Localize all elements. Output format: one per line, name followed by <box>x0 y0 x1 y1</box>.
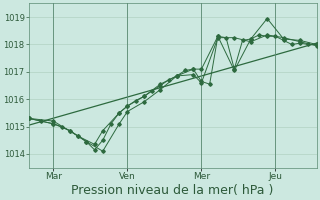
X-axis label: Pression niveau de la mer( hPa ): Pression niveau de la mer( hPa ) <box>71 184 274 197</box>
